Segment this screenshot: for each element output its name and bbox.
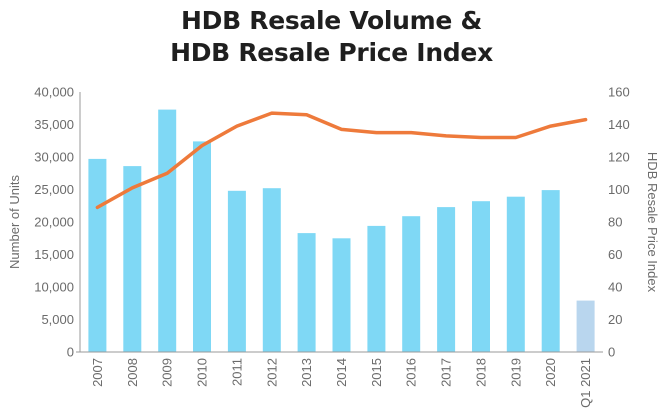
- right-tick-label: 0: [608, 345, 615, 360]
- bar-2008: [123, 166, 142, 352]
- line-series: [95, 111, 588, 210]
- x-tick-label: 2014: [334, 358, 349, 387]
- left-tick-label: 30,000: [34, 150, 74, 165]
- bar-2014: [332, 238, 351, 353]
- left-tick-label: 40,000: [34, 85, 74, 100]
- bar-2010: [193, 141, 211, 352]
- x-tick-label: 2018: [474, 358, 489, 387]
- chart-title-line-1: HDB Resale Volume &: [181, 6, 482, 35]
- bar-2013: [297, 233, 316, 352]
- axes: [76, 92, 603, 353]
- right-axis-label: HDB Resale Price Index: [645, 152, 660, 293]
- x-tick-label: 2009: [160, 358, 175, 387]
- x-tick-label: 2012: [264, 358, 279, 387]
- bar-2018: [472, 201, 490, 352]
- bar-2016: [402, 216, 421, 352]
- x-tick-label: 2008: [125, 358, 140, 387]
- left-tick-label: 20,000: [34, 215, 74, 230]
- right-axis-ticks: 0 20 40 60 80 100 120 140 160: [608, 85, 630, 360]
- x-axis-ticks: 2007 2008 2009 2010 2011 2012 2013 2014 2015 2016…: [90, 358, 593, 408]
- chart-title-line-2: HDB Resale Price Index: [170, 38, 493, 67]
- bar-2011: [227, 190, 246, 352]
- bar-2007: [88, 158, 107, 352]
- bar-2009: [158, 109, 177, 352]
- left-axis-ticks: 0 5,000 10,000 15,000 20,000 25,000 30,000 35,0…: [34, 85, 74, 360]
- bar-q1-2021: [576, 300, 595, 352]
- x-tick-label: 2013: [299, 358, 314, 387]
- x-tick-label: 2010: [195, 358, 210, 387]
- x-tick-label: Q1 2021: [578, 358, 593, 408]
- x-tick-label: 2007: [90, 358, 105, 387]
- left-axis-label: Number of Units: [7, 175, 22, 269]
- right-tick-label: 20: [608, 312, 622, 327]
- bar-2019: [506, 196, 525, 352]
- x-tick-label: 2011: [229, 358, 244, 386]
- x-tick-label: 2016: [404, 358, 419, 387]
- bar-2012: [262, 188, 281, 352]
- price-index-line: [95, 111, 588, 210]
- right-tick-label: 80: [608, 215, 622, 230]
- left-tick-label: 25,000: [34, 182, 74, 197]
- right-tick-label: 100: [608, 182, 630, 197]
- bar-2020: [541, 190, 560, 352]
- right-tick-label: 160: [608, 85, 630, 100]
- x-tick-label: 2017: [439, 358, 454, 387]
- left-tick-label: 15,000: [34, 247, 74, 262]
- right-tick-label: 40: [608, 280, 622, 295]
- bar-2017: [437, 207, 456, 352]
- x-tick-label: 2015: [369, 358, 384, 387]
- x-tick-label: 2019: [508, 358, 523, 387]
- left-tick-label: 0: [67, 345, 74, 360]
- right-tick-label: 60: [608, 247, 622, 262]
- x-tick-label: 2020: [543, 358, 558, 387]
- bar-series: [88, 109, 595, 353]
- bar-2015: [367, 225, 386, 352]
- left-tick-label: 5,000: [41, 312, 74, 327]
- left-tick-label: 35,000: [34, 117, 74, 132]
- left-tick-label: 10,000: [34, 280, 74, 295]
- right-tick-label: 120: [608, 150, 630, 165]
- right-tick-label: 140: [608, 117, 630, 132]
